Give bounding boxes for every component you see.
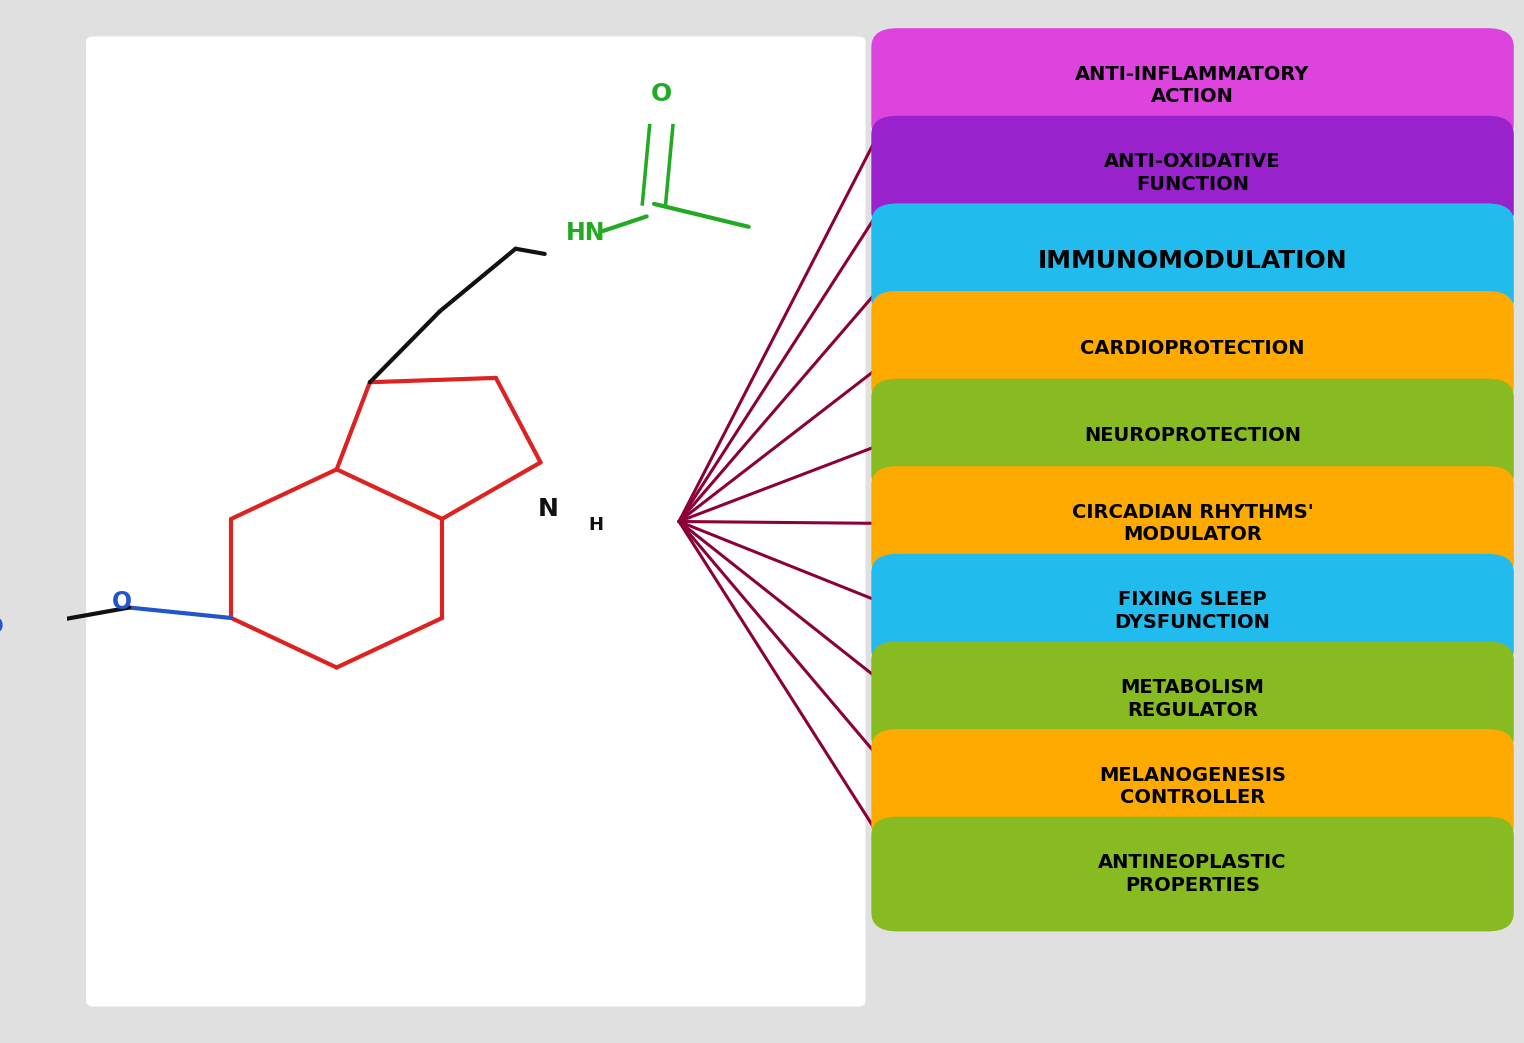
- Text: ANTINEOPLASTIC
PROPERTIES: ANTINEOPLASTIC PROPERTIES: [1099, 853, 1286, 895]
- Text: MELANOGENESIS
CONTROLLER: MELANOGENESIS CONTROLLER: [1099, 766, 1286, 807]
- FancyBboxPatch shape: [872, 554, 1513, 669]
- FancyBboxPatch shape: [85, 37, 866, 1006]
- Text: O: O: [111, 590, 133, 614]
- Text: CARDIOPROTECTION: CARDIOPROTECTION: [1081, 339, 1305, 358]
- Text: O: O: [0, 617, 5, 637]
- Text: N: N: [538, 498, 558, 522]
- Text: CIRCADIAN RHYTHMS'
MODULATOR: CIRCADIAN RHYTHMS' MODULATOR: [1071, 503, 1314, 544]
- Text: METABOLISM
REGULATOR: METABOLISM REGULATOR: [1120, 678, 1265, 720]
- FancyBboxPatch shape: [872, 116, 1513, 231]
- FancyBboxPatch shape: [872, 28, 1513, 143]
- Text: HN: HN: [565, 221, 605, 245]
- Text: ANTI-INFLAMMATORY
ACTION: ANTI-INFLAMMATORY ACTION: [1076, 65, 1309, 106]
- FancyBboxPatch shape: [872, 641, 1513, 756]
- FancyBboxPatch shape: [872, 291, 1513, 406]
- FancyBboxPatch shape: [872, 466, 1513, 581]
- FancyBboxPatch shape: [872, 379, 1513, 493]
- Text: H: H: [588, 516, 604, 534]
- Text: O: O: [651, 82, 672, 106]
- FancyBboxPatch shape: [872, 729, 1513, 844]
- FancyBboxPatch shape: [872, 203, 1513, 318]
- Text: NEUROPROTECTION: NEUROPROTECTION: [1084, 427, 1301, 445]
- Text: IMMUNOMODULATION: IMMUNOMODULATION: [1038, 248, 1347, 273]
- FancyBboxPatch shape: [872, 817, 1513, 931]
- Text: FIXING SLEEP
DYSFUNCTION: FIXING SLEEP DYSFUNCTION: [1114, 590, 1271, 632]
- Text: ANTI-OXIDATIVE
FUNCTION: ANTI-OXIDATIVE FUNCTION: [1105, 152, 1280, 194]
